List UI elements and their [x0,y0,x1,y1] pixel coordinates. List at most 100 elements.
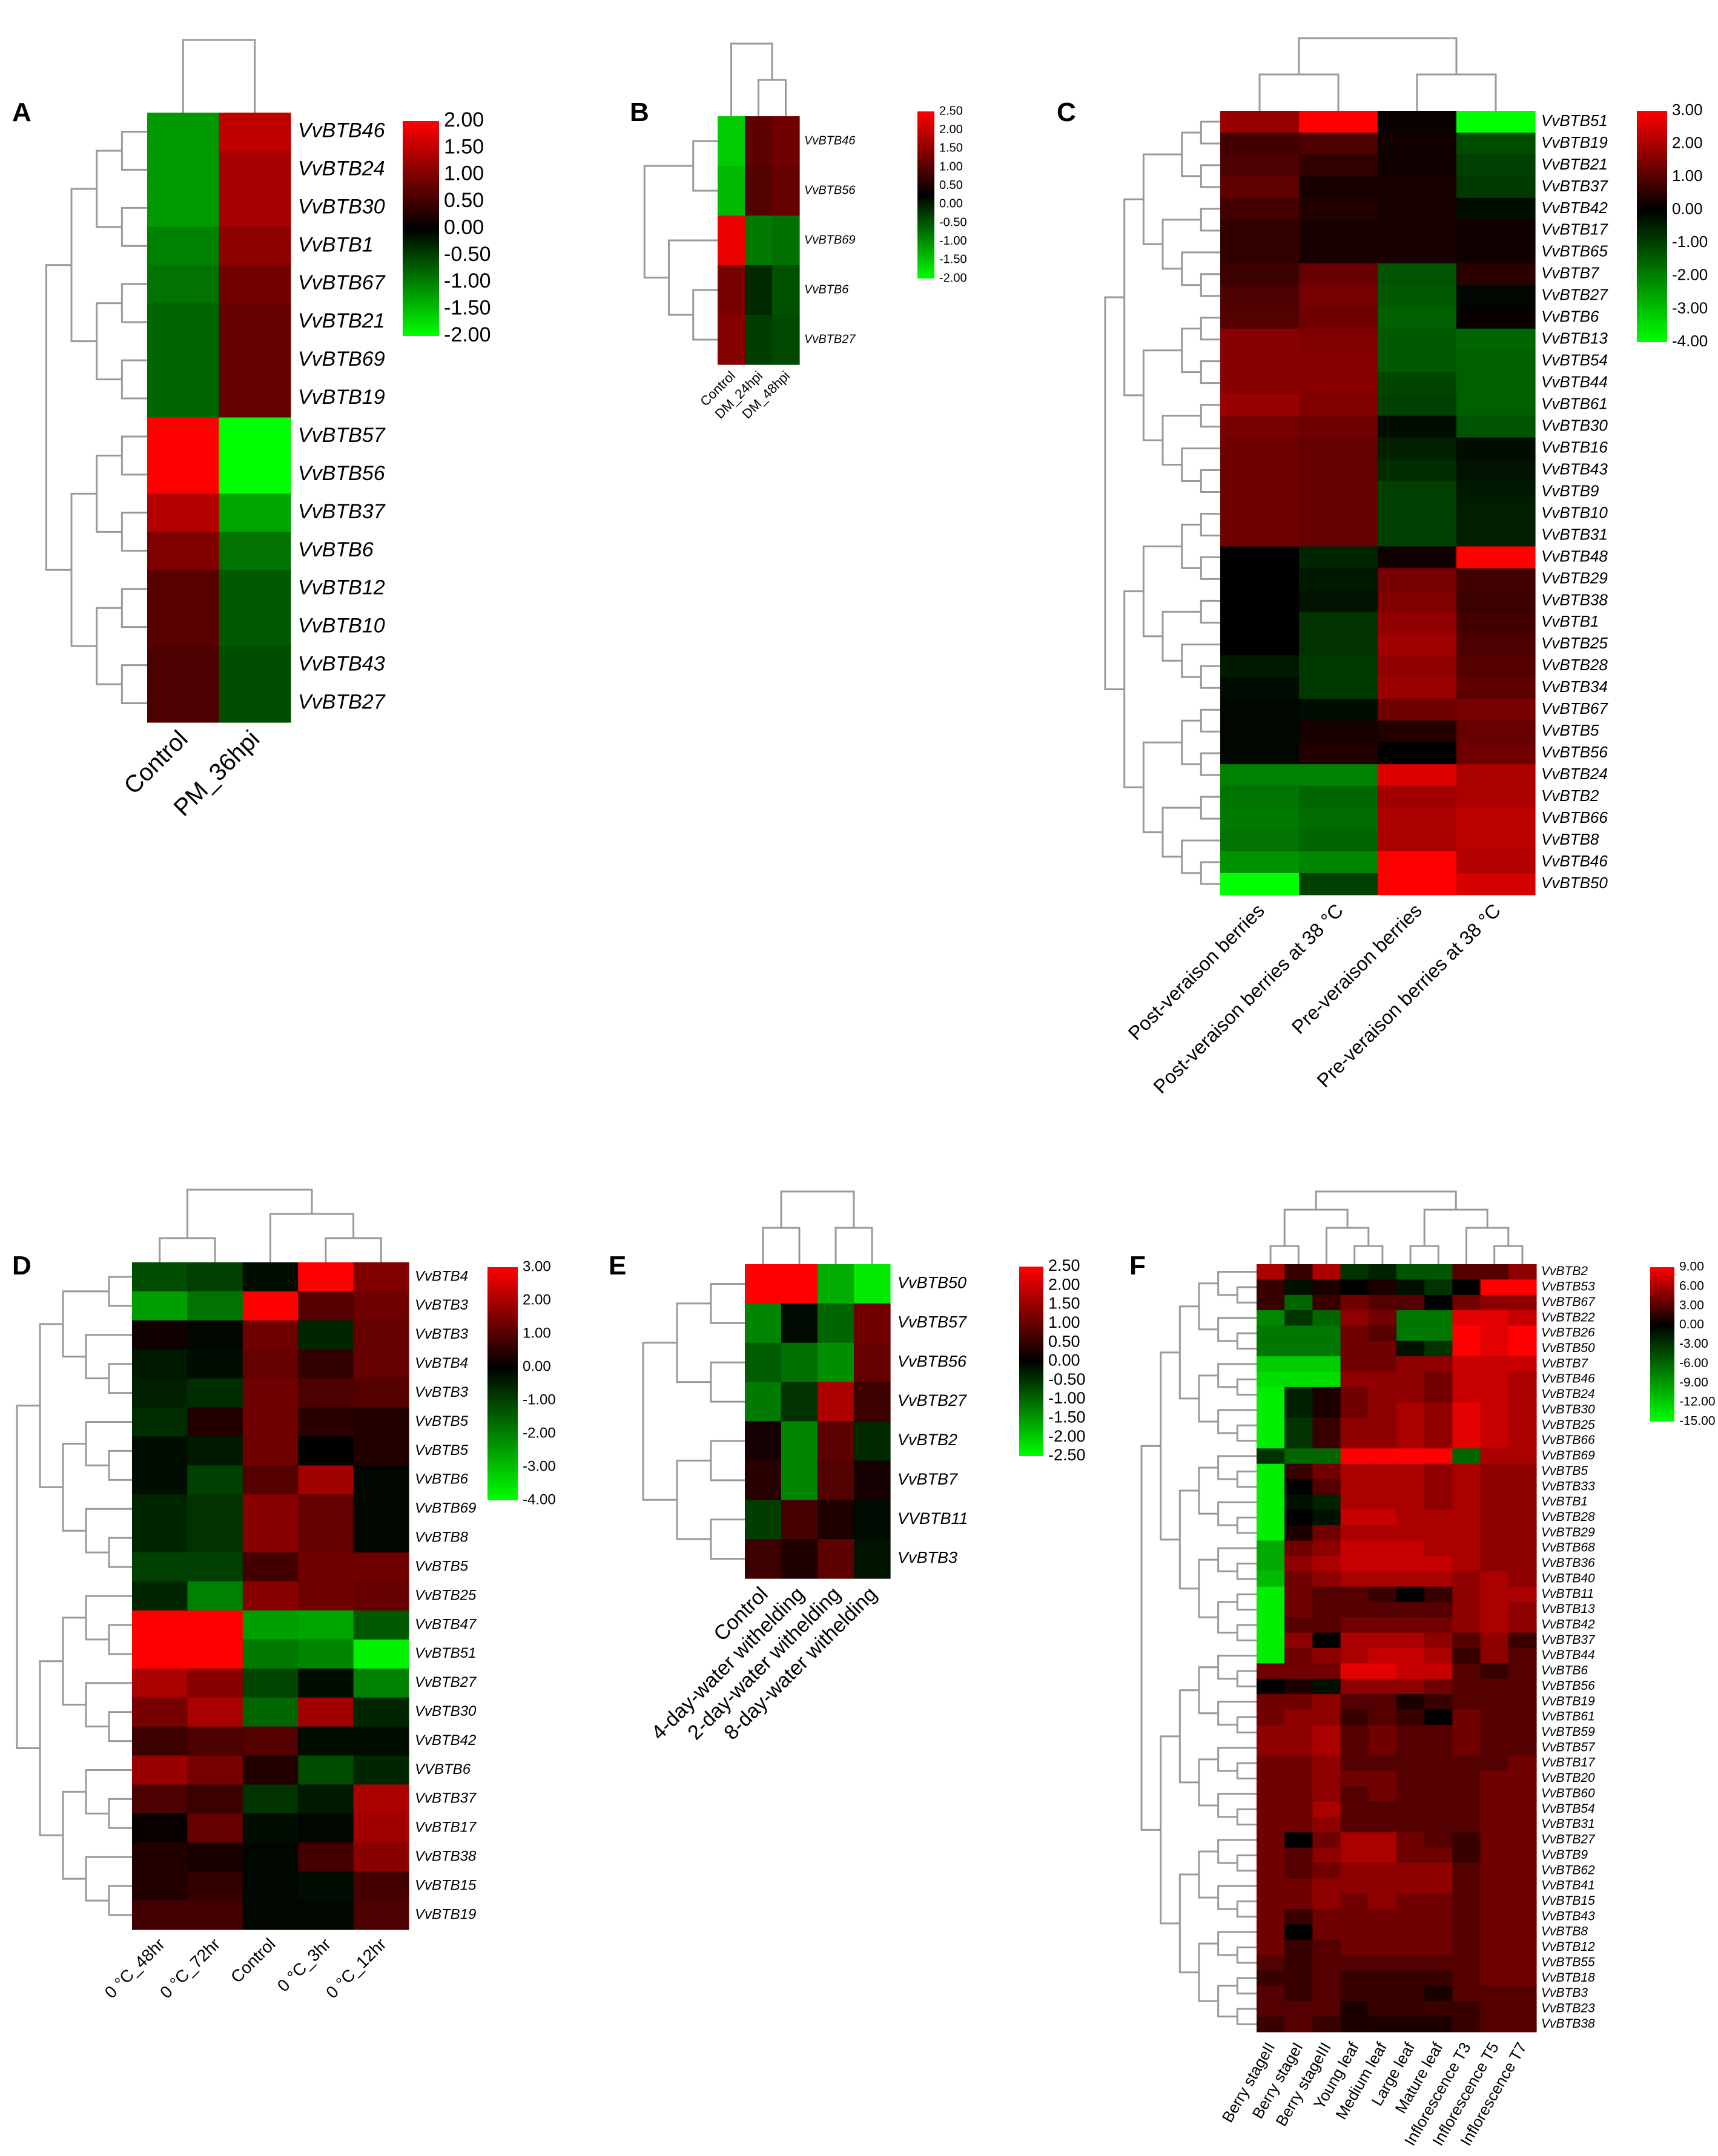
row-label: VvBTB69 [415,1500,476,1517]
row-dendrogram [643,140,718,341]
heatmap-cell [1452,1601,1481,1618]
heatmap-cell [1220,372,1300,395]
heatmap-cell [1340,1571,1369,1587]
heatmap-cell [187,1378,243,1408]
heatmap-cell [1312,1264,1341,1280]
heatmap-cell [1508,1786,1537,1802]
heatmap-cell [219,417,291,457]
heatmap-cell [781,1303,818,1343]
row-dendrogram-link [1160,1351,1180,1541]
row-label: VvBTB57 [1541,1740,1596,1754]
row-dendrogram-link [1140,1445,1161,1831]
heatmap-cell [781,1264,818,1304]
heatmap-cell [1396,1601,1425,1618]
heatmap-cell [1396,1709,1425,1726]
heatmap-cell [1508,1985,1537,2002]
heatmap-cell [1508,1678,1537,1695]
heatmap-cell [1396,1694,1425,1710]
heatmap-cell [1257,1356,1285,1373]
heatmap-cell [1378,851,1457,874]
heatmap-cell [1508,1970,1537,1986]
heatmap-cell [1396,1264,1425,1280]
heatmap-cell [298,1465,354,1495]
heatmap-cell [1424,1601,1453,1618]
heatmap-cell [187,1436,243,1466]
heatmap-cell [1284,1417,1313,1434]
color-scale-tick: -4.00 [523,1491,556,1508]
heatmap-cell [1396,1724,1425,1741]
heatmap-cell [1257,1939,1285,1956]
heatmap-cell [745,1500,782,1540]
row-label: VvBTB59 [1541,1725,1595,1739]
heatmap-cell [1312,1770,1341,1787]
heatmap-cell [353,1639,409,1669]
heatmap-cell [1368,1878,1397,1894]
heatmap-cell [1368,1893,1397,1910]
heatmap-cell [1508,1264,1537,1280]
row-label: VvBTB1 [1541,1495,1588,1509]
heatmap-cell [1368,1386,1397,1403]
heatmap-cell [1456,132,1536,155]
heatmap-cell [1299,197,1378,220]
heatmap-cell [1508,1432,1537,1449]
heatmap-cell [1396,1294,1425,1311]
heatmap-cell [1396,1786,1425,1802]
heatmap-cell [298,1407,354,1437]
color-scale-bar [1019,1267,1043,1456]
heatmap-cell [854,1264,891,1304]
row-dendrogram-link [1200,708,1220,733]
heatmap-cell [1452,1432,1481,1449]
heatmap-cell [219,532,291,570]
heatmap-cell [1378,633,1457,656]
row-label: VvBTB54 [1541,351,1608,369]
heatmap-cell [1480,1448,1509,1465]
panel-f: F VvBTB2VvBTB53VvBTB67VvBTB22VvBTB26VvBTB… [1129,1190,1716,2149]
heatmap-cell [1452,1678,1481,1695]
heatmap-cells [745,1264,891,1579]
heatmap-cell [1508,1279,1537,1296]
heatmap-cell [187,1610,243,1640]
heatmap-cell [1508,1555,1537,1572]
heatmap-cell [1508,1663,1537,1680]
row-dendrogram-link [1181,447,1220,483]
row-dendrogram-link [692,289,718,341]
row-label: VvBTB12 [1541,1940,1595,1954]
heatmap-cell [1340,1939,1369,1956]
heatmap-cell [1284,1694,1313,1710]
heatmap-cell [1340,1893,1369,1910]
heatmap-cell [1452,1786,1481,1802]
heatmap-cell [1257,1310,1285,1327]
heatmap-cell [745,166,773,216]
row-dendrogram-link [1200,469,1220,493]
heatmap-cell [1340,1847,1369,1864]
heatmap-cell [1424,1939,1453,1956]
heatmap-cell [1257,1878,1285,1894]
heatmap-cell [718,216,745,266]
heatmap-cell [1220,350,1300,373]
heatmap-cell [1424,2001,1453,2017]
heatmap-cell [1480,1571,1509,1587]
heatmap-cell [1220,568,1300,590]
heatmap-cell [1257,1571,1285,1587]
heatmap-cell [1220,197,1300,220]
heatmap-cell [1368,1601,1397,1618]
heatmap-cell [1424,1755,1453,1772]
heatmap-cell [1480,1770,1509,1787]
heatmap-cell [1368,1648,1397,1664]
heatmap-cell [187,1523,243,1553]
heatmap-cell [1396,1678,1425,1695]
heatmap-cell [1480,1847,1509,1864]
heatmap-cell [1257,1494,1285,1511]
row-dendrogram-link [1198,1374,1218,1423]
heatmap-cell [1257,1586,1285,1603]
heatmap-cell [1452,1555,1481,1572]
heatmap-cell [854,1460,891,1500]
row-dendrogram-link [121,664,147,705]
heatmap-cell [1456,590,1536,612]
heatmap-cell [1299,720,1378,743]
heatmap-cell [187,1494,243,1524]
color-scale-tick: 0.00 [1672,200,1703,218]
row-label: VVBTB11 [897,1509,968,1528]
heatmap-cell [1508,1371,1537,1388]
